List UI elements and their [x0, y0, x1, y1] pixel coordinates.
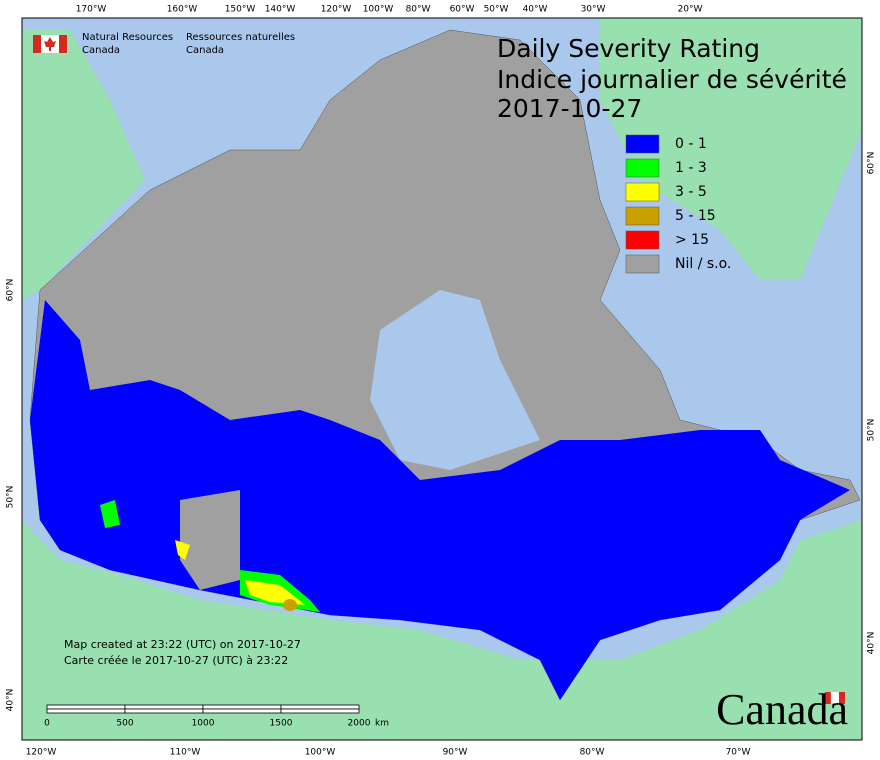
longitude-label: 80°W	[406, 5, 431, 15]
nil-patch	[180, 490, 240, 590]
legend-label: 1 - 3	[675, 160, 707, 176]
agency-fr: Ressources naturelles	[186, 32, 295, 43]
scale-label: 1000	[192, 719, 215, 729]
title: Daily Severity Rating	[497, 34, 760, 63]
wordmark-flag	[839, 692, 845, 704]
longitude-label: 150°W	[225, 5, 256, 15]
legend-swatch	[625, 230, 660, 250]
scale-segment	[202, 704, 282, 710]
scale-label: 0	[44, 719, 50, 729]
map-frame	[21, 17, 863, 741]
maple-leaf	[44, 37, 56, 51]
scale-label: 2000	[348, 719, 371, 729]
graticule-labels: 170°W 160°W 150°W 140°W 120°W 100°W 80°W 60°W 50…	[6, 5, 877, 758]
legend-label: 0 - 1	[675, 136, 707, 152]
scale-segment	[280, 708, 360, 714]
latitude-label: 40°N	[867, 632, 877, 655]
scale-segment	[280, 704, 360, 710]
longitude-label: 40°W	[523, 5, 548, 15]
latitude-label: 50°N	[6, 486, 16, 509]
scale-segment	[202, 708, 282, 714]
agency-en: Canada	[82, 45, 120, 56]
rating-3-5-area	[175, 540, 190, 560]
latitude-label: 60°N	[6, 279, 16, 302]
latitude-label: 50°N	[867, 419, 877, 442]
longitude-label: 140°W	[265, 5, 296, 15]
legend-label: > 15	[675, 232, 709, 248]
united-states	[22, 520, 862, 740]
longitude-label: 80°W	[580, 748, 605, 758]
longitude-label: 170°W	[76, 5, 107, 15]
scale-unit: km	[375, 719, 389, 729]
canada-wordmark: Canada	[716, 685, 848, 734]
latitude-label: 60°N	[867, 152, 877, 175]
legend-swatch	[625, 254, 660, 274]
longitude-label: 110°W	[170, 748, 201, 758]
wordmark-flag	[825, 692, 831, 704]
frame-border	[21, 17, 863, 741]
title: 2017-10-27	[497, 94, 642, 123]
legend-swatch	[625, 134, 660, 154]
title: Indice journalier de sévérité	[497, 65, 847, 94]
longitude-label: 60°W	[450, 5, 475, 15]
flag-bar	[33, 35, 41, 53]
legend-swatch	[625, 158, 660, 178]
longitude-label: 70°W	[726, 748, 751, 758]
legend-label: 5 - 15	[675, 208, 716, 224]
greenland	[600, 18, 862, 280]
longitude-label: 100°W	[305, 748, 336, 758]
longitude-label: 120°W	[321, 5, 352, 15]
scale-label: 1500	[270, 719, 293, 729]
scale-segment	[46, 708, 126, 714]
scale-label: 500	[116, 719, 133, 729]
scale-segment	[124, 708, 204, 714]
longitude-label: 160°W	[167, 5, 198, 15]
credit: Map created at 23:22 (UTC) on 2017-10-27	[64, 638, 301, 651]
longitude-label: 30°W	[581, 5, 606, 15]
hudson-bay	[370, 290, 540, 470]
scale-segment	[46, 704, 126, 710]
longitude-label: 90°W	[443, 748, 468, 758]
agency-block: Natural Resources Canada Ressources natu…	[33, 32, 295, 56]
legend-label: Nil / s.o.	[675, 256, 731, 272]
legend-swatch	[625, 206, 660, 226]
longitude-label: 100°W	[363, 5, 394, 15]
agency-fr: Canada	[186, 45, 224, 56]
credit: Carte créée le 2017-10-27 (UTC) à 23:22	[64, 654, 288, 667]
flag-bar	[59, 35, 67, 53]
rating-5-15-area	[283, 599, 297, 611]
alaska	[22, 30, 145, 300]
longitude-label: 50°W	[484, 5, 509, 15]
latitude-label: 40°N	[6, 689, 16, 712]
scale-segment	[124, 704, 204, 710]
rating-3-5-area	[245, 580, 305, 605]
longitude-label: 20°W	[678, 5, 703, 15]
rating-1-3-area	[100, 500, 120, 528]
legend-label: 3 - 5	[675, 184, 707, 200]
legend-swatch	[625, 182, 660, 202]
scale-bar: 0 500 1000 1500 2000 km	[44, 704, 389, 729]
agency-en: Natural Resources	[82, 32, 173, 43]
longitude-label: 120°W	[26, 748, 57, 758]
rating-0-1-area	[30, 300, 850, 700]
legend: 0 - 1 1 - 3 3 - 5 5 - 15 > 15 Nil / s.o.	[625, 134, 731, 274]
